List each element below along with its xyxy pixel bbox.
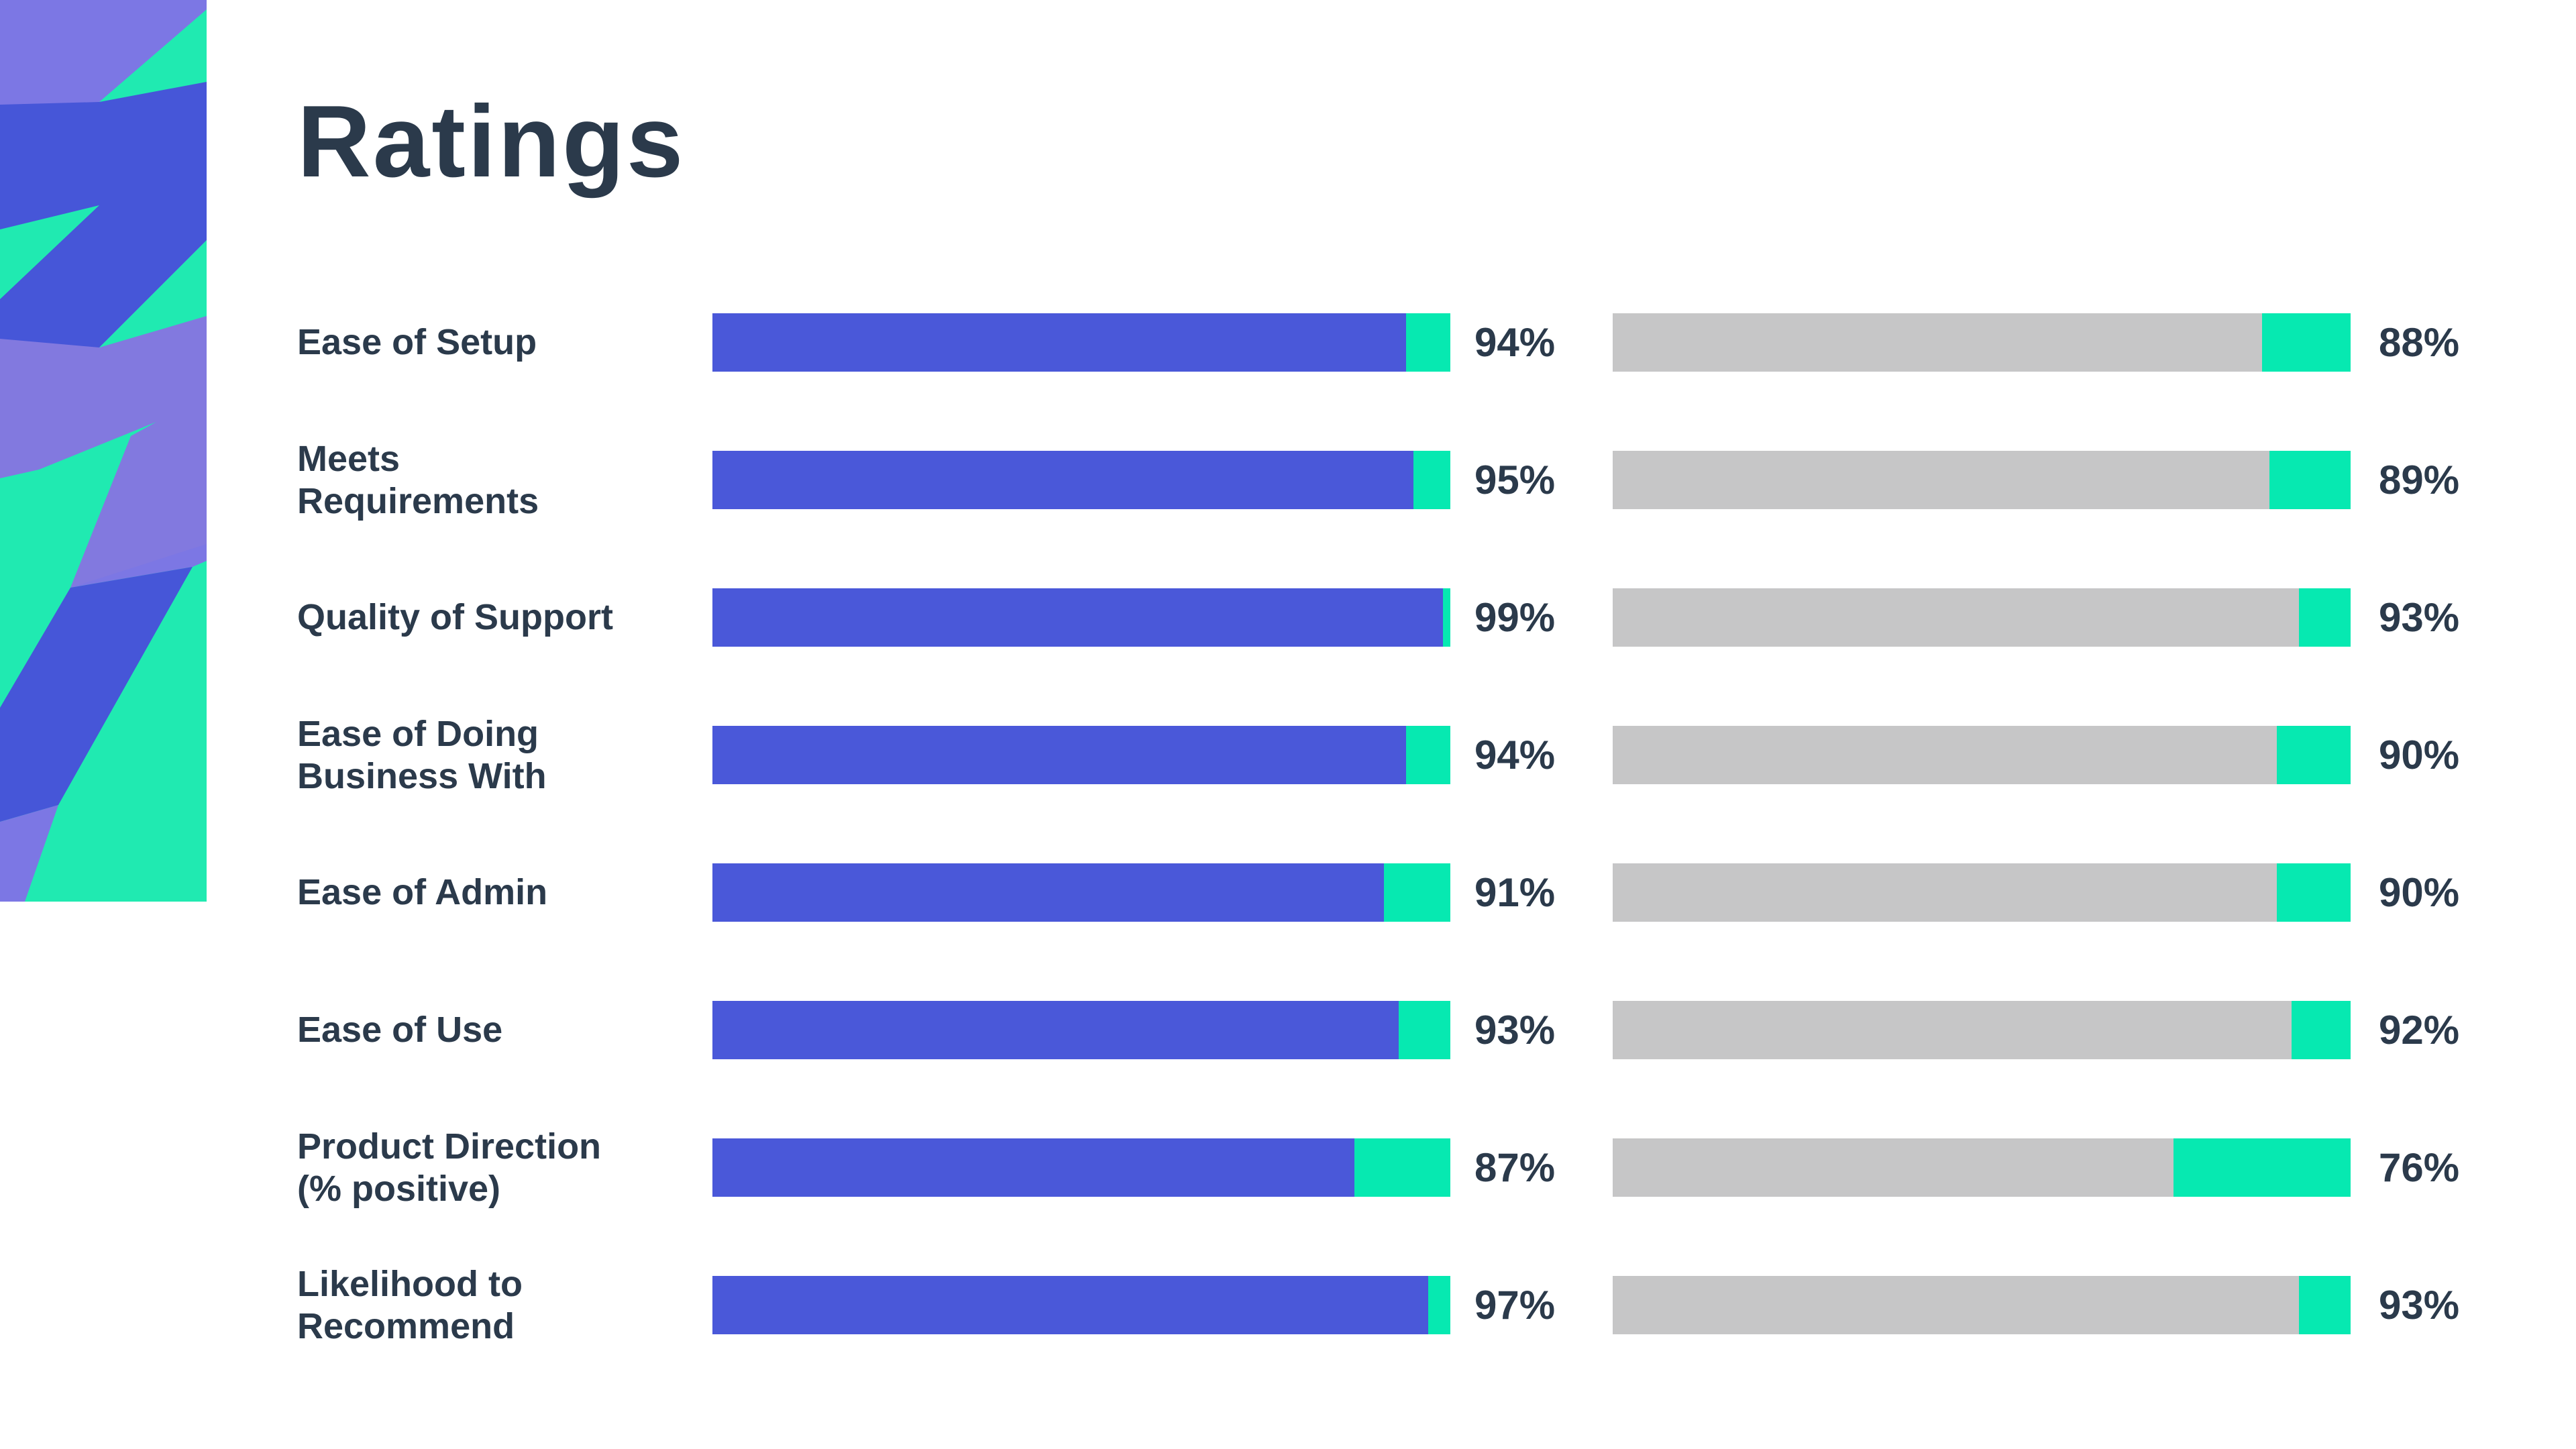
comparison-percent: 93% — [2379, 594, 2460, 640]
comparison-bar-fill — [1613, 1138, 2174, 1197]
primary-bar — [712, 588, 1450, 647]
category-label: Ease of Setup — [297, 322, 537, 363]
primary-bar — [712, 1001, 1450, 1059]
comparison-percent: 90% — [2379, 732, 2460, 777]
comparison-percent: 93% — [2379, 1282, 2460, 1328]
comparison-bar — [1613, 313, 2351, 372]
comparison-percent: 92% — [2379, 1007, 2460, 1053]
comparison-bar — [1613, 588, 2351, 647]
rating-row-likelihood-to-recommend: Likelihood to Recommend 97% 93% — [297, 1236, 2551, 1374]
comparison-bar — [1613, 1276, 2351, 1334]
primary-bar-fill — [712, 1138, 1354, 1197]
category-label: Quality of Support — [297, 597, 613, 638]
category-label: Ease of Admin — [297, 872, 548, 913]
comparison-bar — [1613, 863, 2351, 922]
sidebar-zigzag-art — [0, 0, 207, 902]
primary-bar-fill — [712, 588, 1443, 647]
comparison-bar-fill — [1613, 863, 2277, 922]
category-label: Ease of Doing Business With — [297, 714, 547, 796]
comparison-percent: 89% — [2379, 457, 2460, 502]
rating-row-meets-requirements: Meets Requirements 95% 89% — [297, 411, 2551, 549]
primary-bar-fill — [712, 863, 1384, 922]
comparison-bar-fill — [1613, 1001, 2292, 1059]
primary-bar — [712, 726, 1450, 784]
comparison-bar-fill — [1613, 726, 2277, 784]
rating-row-product-direction: Product Direction (% positive) 87% 76% — [297, 1099, 2551, 1236]
primary-percent: 91% — [1474, 869, 1556, 915]
comparison-bar-fill — [1613, 451, 2269, 509]
primary-percent: 94% — [1474, 732, 1556, 777]
comparison-percent: 76% — [2379, 1144, 2460, 1190]
primary-bar — [712, 1276, 1450, 1334]
comparison-percent: 88% — [2379, 319, 2460, 365]
comparison-bar-fill — [1613, 313, 2262, 372]
comparison-bar-fill — [1613, 1276, 2299, 1334]
primary-bar-fill — [712, 313, 1406, 372]
rating-row-ease-of-use: Ease of Use 93% 92% — [297, 961, 2551, 1099]
comparison-bar — [1613, 1138, 2351, 1197]
primary-percent: 97% — [1474, 1282, 1556, 1328]
primary-bar — [712, 863, 1450, 922]
primary-percent: 87% — [1474, 1144, 1556, 1190]
primary-percent: 95% — [1474, 457, 1556, 502]
comparison-bar — [1613, 726, 2351, 784]
primary-bar — [712, 313, 1450, 372]
category-label: Ease of Use — [297, 1010, 503, 1051]
rating-row-ease-of-admin: Ease of Admin 91% 90% — [297, 824, 2551, 961]
primary-percent: 99% — [1474, 594, 1556, 640]
primary-bar-fill — [712, 1276, 1428, 1334]
primary-bar-fill — [712, 451, 1413, 509]
primary-bar — [712, 451, 1450, 509]
ratings-chart: Ease of Setup 94% 88% Meets Requirements… — [297, 274, 2551, 1374]
primary-bar — [712, 1138, 1450, 1197]
comparison-bar — [1613, 1001, 2351, 1059]
decorative-sidebar-graphic — [0, 0, 207, 902]
rating-row-ease-of-setup: Ease of Setup 94% 88% — [297, 274, 2551, 411]
primary-percent: 93% — [1474, 1007, 1556, 1053]
primary-percent: 94% — [1474, 319, 1556, 365]
page-title: Ratings — [297, 85, 686, 199]
primary-bar-fill — [712, 1001, 1399, 1059]
comparison-bar — [1613, 451, 2351, 509]
primary-bar-fill — [712, 726, 1406, 784]
category-label: Product Direction (% positive) — [297, 1126, 602, 1209]
category-label: Likelihood to Recommend — [297, 1264, 523, 1346]
comparison-percent: 90% — [2379, 869, 2460, 915]
comparison-bar-fill — [1613, 588, 2299, 647]
rating-row-ease-of-doing-business: Ease of Doing Business With 94% 90% — [297, 686, 2551, 824]
category-label: Meets Requirements — [297, 439, 539, 521]
rating-row-quality-of-support: Quality of Support 99% 93% — [297, 549, 2551, 686]
